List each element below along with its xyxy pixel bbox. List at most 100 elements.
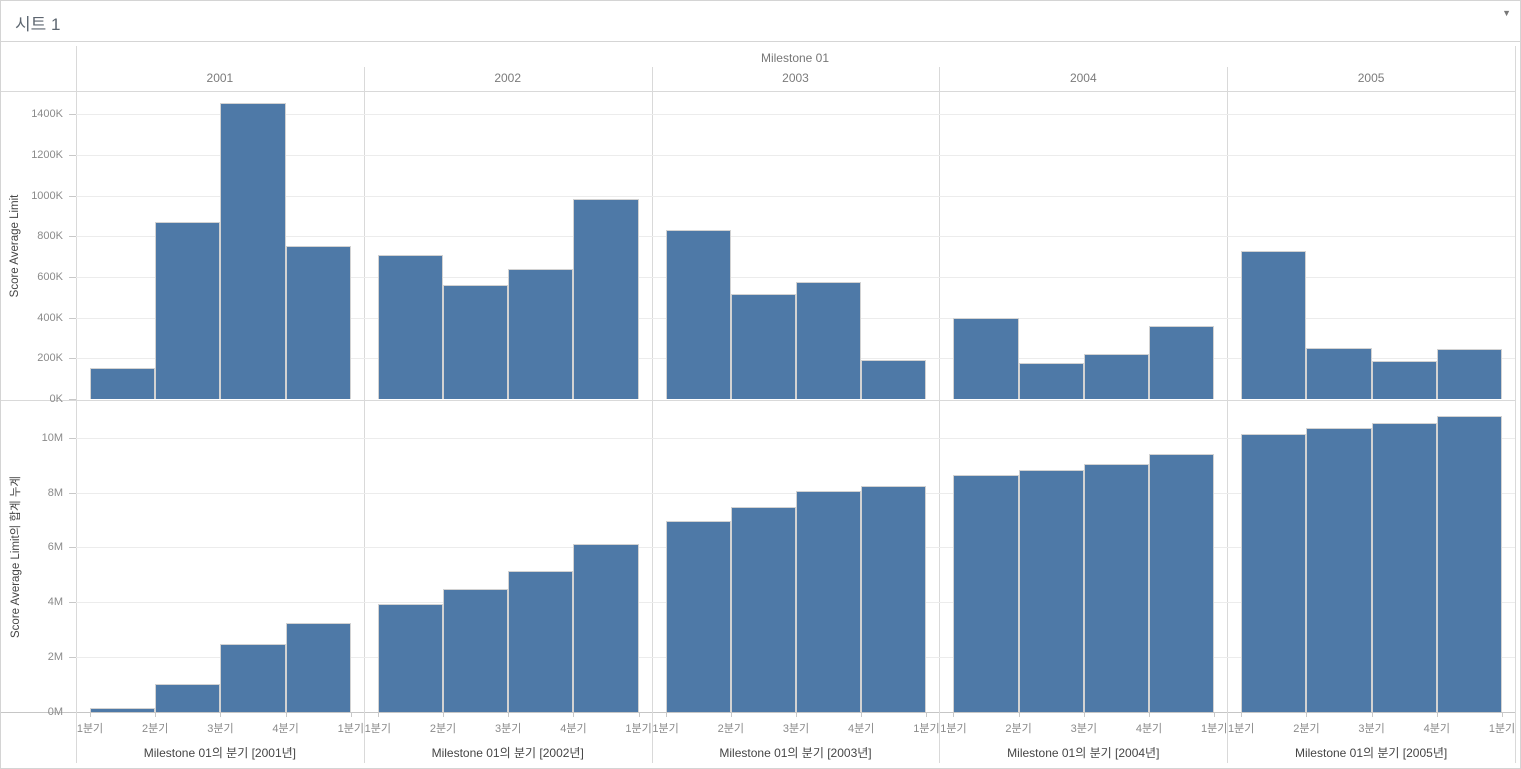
- bar[interactable]: [861, 486, 927, 712]
- x-tick-label: 2분기: [717, 723, 744, 735]
- bar[interactable]: [861, 360, 927, 399]
- sheet-menu-caret-icon[interactable]: ▼: [1502, 8, 1511, 18]
- x-tick-mark: [350, 712, 352, 717]
- y-tick-label: 10M: [41, 432, 63, 444]
- x-tick-label: 1분기: [1488, 723, 1516, 735]
- bar[interactable]: [508, 571, 574, 712]
- y-tick-mark: [69, 196, 76, 197]
- x-tick-mark: [926, 712, 928, 717]
- gridline: [76, 493, 1515, 494]
- x-tick-mark: [1371, 712, 1373, 717]
- bar[interactable]: [1436, 349, 1502, 399]
- bar[interactable]: [377, 255, 443, 399]
- bar[interactable]: [508, 269, 574, 399]
- bar[interactable]: [220, 103, 286, 399]
- y-tick-mark: [69, 236, 76, 237]
- row-divider: [1, 400, 1515, 401]
- bar[interactable]: [155, 684, 221, 712]
- bar[interactable]: [90, 708, 156, 712]
- x-tick-mark: [508, 712, 510, 717]
- bar[interactable]: [1018, 363, 1084, 399]
- bar[interactable]: [1371, 423, 1437, 712]
- x-tick-label: 3분기: [1070, 723, 1097, 735]
- bar[interactable]: [377, 604, 443, 712]
- bar[interactable]: [796, 491, 862, 712]
- x-tick-label: 2분기: [1293, 723, 1320, 735]
- bar[interactable]: [90, 368, 156, 399]
- bar[interactable]: [953, 318, 1019, 399]
- x-tick-label: 1분기: [1201, 723, 1228, 735]
- x-tick-label: 1분기: [1228, 723, 1255, 735]
- x-tick-mark: [1502, 712, 1503, 717]
- bar[interactable]: [443, 589, 509, 712]
- x-tick-mark: [665, 712, 667, 717]
- x-tick-mark: [1214, 712, 1216, 717]
- bar[interactable]: [1083, 464, 1149, 712]
- x-tick-mark: [1436, 712, 1438, 717]
- x-tick-label: 1분기: [940, 723, 967, 735]
- bar[interactable]: [1306, 428, 1372, 712]
- bar[interactable]: [665, 230, 731, 399]
- right-edge-divider: [1515, 46, 1516, 763]
- y-tick-mark: [69, 399, 76, 400]
- bar[interactable]: [285, 246, 351, 399]
- y-tick-label: 1400K: [31, 108, 63, 120]
- bar[interactable]: [1436, 416, 1502, 712]
- panel-divider: [364, 67, 365, 763]
- x-tick-label: 2분기: [429, 723, 457, 735]
- bar[interactable]: [1149, 454, 1215, 712]
- y-tick-label: 600K: [37, 271, 63, 283]
- bar[interactable]: [796, 282, 862, 399]
- bar[interactable]: [220, 644, 286, 712]
- bar[interactable]: [573, 544, 639, 712]
- facet-field-title: Milestone 01: [760, 51, 830, 65]
- x-tick-label: 4분기: [272, 723, 299, 735]
- bar[interactable]: [1306, 348, 1372, 399]
- y-tick-mark: [69, 114, 76, 115]
- y-tick-label: 400K: [37, 312, 63, 324]
- bar[interactable]: [1241, 251, 1307, 399]
- gridline: [76, 438, 1515, 439]
- y-tick-mark: [69, 547, 76, 548]
- gridline: [76, 277, 1515, 278]
- y-tick-label: 8M: [47, 487, 63, 499]
- x-tick-label: 1분기: [364, 723, 391, 735]
- x-tick-label: 2분기: [1005, 723, 1032, 735]
- x-tick-label: 4분기: [1135, 723, 1163, 735]
- bar[interactable]: [573, 199, 639, 399]
- x-tick-mark: [220, 712, 222, 717]
- bar[interactable]: [1241, 434, 1307, 712]
- x-tick-label: 4분기: [848, 723, 875, 735]
- bar[interactable]: [730, 507, 796, 712]
- bar[interactable]: [1149, 326, 1215, 399]
- y-tick-label: 2M: [47, 651, 63, 663]
- bar[interactable]: [1371, 361, 1437, 399]
- bar[interactable]: [730, 294, 796, 399]
- x-tick-mark: [638, 712, 640, 717]
- y-tick-mark: [69, 277, 76, 278]
- x-tick-mark: [796, 712, 797, 717]
- column-header-year: 2002: [494, 71, 522, 85]
- x-tick-mark: [443, 712, 444, 717]
- bar[interactable]: [285, 623, 351, 712]
- bar[interactable]: [1083, 354, 1149, 399]
- y-tick-mark: [69, 657, 76, 658]
- bar[interactable]: [1018, 470, 1084, 712]
- y-tick-mark: [69, 712, 76, 713]
- panel-divider: [652, 67, 653, 763]
- x-axis-title: Milestone 01의 분기 [2003년]: [719, 746, 872, 760]
- x-tick-label: 4분기: [1423, 723, 1450, 735]
- sheet-title: 시트 1: [15, 15, 61, 34]
- bar[interactable]: [665, 521, 731, 712]
- bar[interactable]: [155, 222, 221, 399]
- y-tick-label: 800K: [37, 230, 63, 242]
- x-tick-mark: [730, 712, 732, 717]
- y-tick-label: 1000K: [31, 190, 63, 202]
- left-gutter-divider: [76, 46, 77, 763]
- x-tick-mark: [1149, 712, 1150, 717]
- bar[interactable]: [953, 475, 1019, 712]
- sheet-title-bar: 시트 1 ▼: [1, 1, 1520, 42]
- bar[interactable]: [443, 285, 509, 399]
- x-tick-mark: [573, 712, 575, 717]
